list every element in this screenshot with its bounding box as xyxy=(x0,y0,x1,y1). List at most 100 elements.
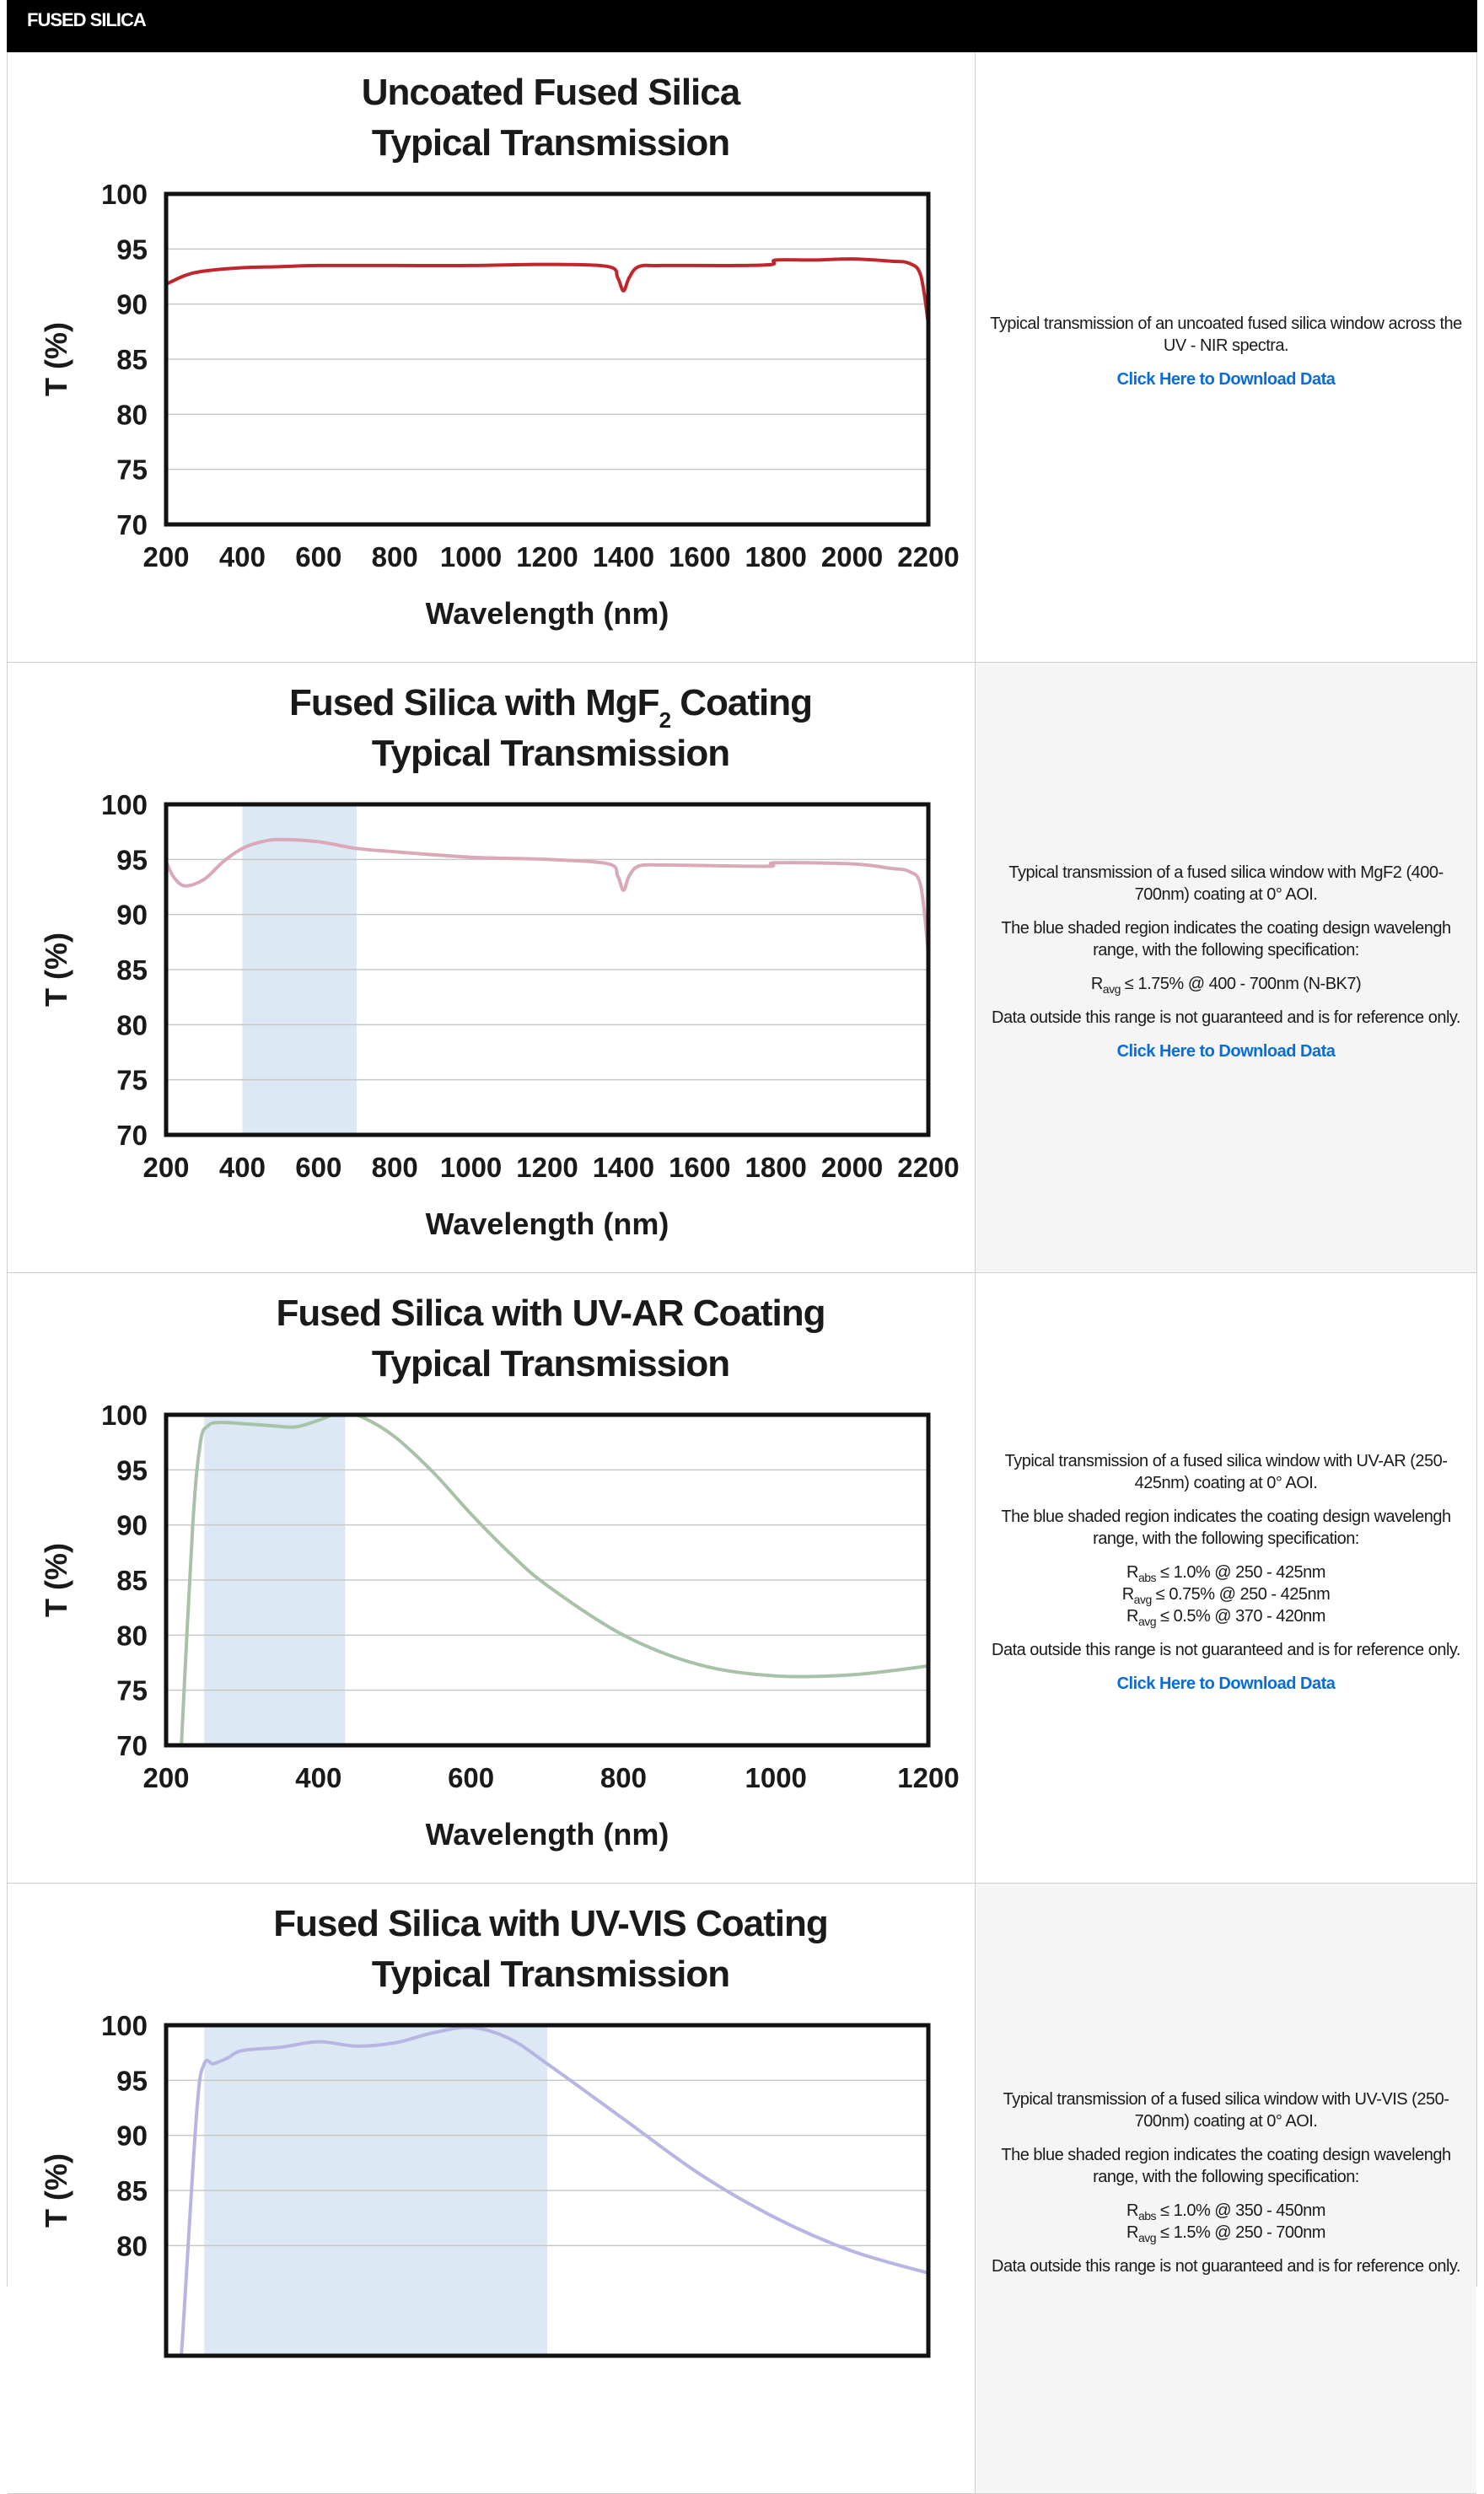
y-tick-label: 70 xyxy=(116,1730,148,1761)
x-tick-label: 1800 xyxy=(745,541,806,572)
x-tick-label: 600 xyxy=(448,1762,494,1793)
description-cell: Typical transmission of an uncoated fuse… xyxy=(976,52,1476,662)
y-tick-label: 70 xyxy=(116,509,148,540)
x-tick-label: 800 xyxy=(372,541,418,572)
transmission-chart-uncoated: Uncoated Fused Silica Typical Transmissio… xyxy=(39,72,960,631)
spec-line: Ravg ≤ 1.5% @ 250 - 700nm xyxy=(1126,2222,1325,2244)
download-data-link[interactable]: Click Here to Download Data xyxy=(1116,1041,1336,1061)
y-tick-label: 100 xyxy=(101,1400,148,1431)
x-tick-label: 1800 xyxy=(745,1152,806,1183)
page: FUSED SILICA Uncoated Fused Silica Typica… xyxy=(7,0,1477,2494)
y-tick-label: 80 xyxy=(116,1620,148,1651)
spec-symbol: R xyxy=(1126,2201,1138,2220)
x-tick-label: 2200 xyxy=(897,541,959,572)
chart-title-text: Fused Silica with MgF xyxy=(289,682,659,723)
y-tick-label: 95 xyxy=(116,1454,148,1486)
x-tick-label: 1200 xyxy=(516,1152,578,1183)
x-axis-label: Wavelength (nm) xyxy=(426,1817,669,1852)
spec-subscript: avg xyxy=(1137,1614,1157,1628)
table-row: Fused Silica with UV-AR Coating Typical T… xyxy=(8,1273,1476,1884)
spec-symbol: R xyxy=(1126,1562,1138,1582)
y-tick-label: 85 xyxy=(116,1565,148,1596)
chart-title-text-end: Coating xyxy=(670,682,812,723)
spec-list: Rabs ≤ 1.0% @ 350 - 450nm Ravg ≤ 1.5% @ 2… xyxy=(1126,2200,1325,2244)
spec-line: Ravg ≤ 0.5% @ 370 - 420nm xyxy=(1122,1605,1331,1627)
x-tick-label: 200 xyxy=(142,541,189,572)
chart-subtitle: Typical Transmission xyxy=(372,1343,729,1384)
download-data-link[interactable]: Click Here to Download Data xyxy=(1116,1674,1336,1693)
chart-title-subscript: 2 xyxy=(659,707,671,733)
spec-line: Rabs ≤ 1.0% @ 250 - 425nm xyxy=(1122,1561,1331,1583)
section-title: FUSED SILICA xyxy=(27,9,147,30)
description-text: Typical transmission of a fused silica w… xyxy=(1004,1451,1448,1492)
chart-cell: Uncoated Fused Silica Typical Transmissio… xyxy=(8,52,976,662)
description-cell: Typical transmission of a fused silica w… xyxy=(976,1273,1476,1883)
chart-title: Fused Silica with UV-AR Coating xyxy=(276,1293,825,1334)
chart-cell: Fused Silica with MgF2 Coating Typical Tr… xyxy=(8,663,976,1272)
transmission-line xyxy=(166,257,928,325)
x-tick-label: 1200 xyxy=(897,1762,959,1793)
y-tick-label: 100 xyxy=(101,179,148,210)
x-tick-label: 400 xyxy=(295,1762,341,1793)
x-tick-label: 600 xyxy=(295,541,341,572)
download-link-wrap: Click Here to Download Data xyxy=(1117,1673,1336,1695)
y-tick-label: 80 xyxy=(116,1009,148,1040)
spec-subscript: abs xyxy=(1137,1570,1157,1584)
y-axis-label: T (%) xyxy=(39,2153,73,2228)
download-link-wrap: Click Here to Download Data xyxy=(1117,1040,1336,1062)
y-axis-label: T (%) xyxy=(39,1543,73,1617)
chart-title: Uncoated Fused Silica xyxy=(362,72,741,113)
spec-value: ≤ 1.0% @ 350 - 450nm xyxy=(1156,2201,1325,2220)
y-tick-label: 80 xyxy=(116,399,148,430)
x-tick-label: 1000 xyxy=(440,1152,502,1183)
y-tick-label: 85 xyxy=(116,2175,148,2206)
y-axis-label: T (%) xyxy=(39,322,73,396)
spec-value: ≤ 1.0% @ 250 - 425nm xyxy=(1156,1562,1325,1582)
description-text: Typical transmission of a fused silica w… xyxy=(1003,2089,1449,2131)
x-tick-label: 600 xyxy=(295,1152,341,1183)
spec-subscript: abs xyxy=(1137,2208,1157,2223)
chart-cell: Fused Silica with UV-VIS Coating Typical … xyxy=(8,1884,976,2493)
reference-note: Data outside this range is not guarantee… xyxy=(992,1640,1461,1659)
table-row: Fused Silica with UV-VIS Coating Typical … xyxy=(8,1884,1476,2494)
y-tick-label: 90 xyxy=(116,289,148,320)
plot-frame xyxy=(164,191,931,527)
reference-note: Data outside this range is not guarantee… xyxy=(992,2256,1461,2276)
spec-line: Rabs ≤ 1.0% @ 350 - 450nm xyxy=(1126,2200,1325,2222)
transmission-table: Uncoated Fused Silica Typical Transmissio… xyxy=(7,52,1477,2494)
y-tick-label: 70 xyxy=(116,1120,148,1151)
y-tick-label: 95 xyxy=(116,844,148,875)
download-data-link[interactable]: Click Here to Download Data xyxy=(1116,369,1336,389)
y-tick-label: 100 xyxy=(101,789,148,820)
description-text: The blue shaded region indicates the coa… xyxy=(1001,1507,1451,1548)
x-tick-label: 200 xyxy=(142,1762,189,1793)
y-tick-label: 95 xyxy=(116,234,148,265)
y-tick-label: 90 xyxy=(116,900,148,931)
y-axis-label: T (%) xyxy=(39,933,73,1007)
spec-list: Ravg ≤ 1.75% @ 400 - 700nm (N-BK7) xyxy=(1091,973,1362,995)
x-tick-label: 1400 xyxy=(593,1152,654,1183)
x-tick-label: 800 xyxy=(372,1152,418,1183)
spec-value: ≤ 1.5% @ 250 - 700nm xyxy=(1156,2223,1325,2242)
x-tick-label: 400 xyxy=(219,1152,266,1183)
spec-symbol: R xyxy=(1121,1584,1134,1604)
transmission-line xyxy=(180,2025,928,2356)
x-tick-label: 400 xyxy=(219,541,266,572)
chart-title-text: Fused Silica with UV-VIS Coating xyxy=(273,1903,827,1944)
description-text: The blue shaded region indicates the coa… xyxy=(1001,2145,1451,2186)
x-axis-label: Wavelength (nm) xyxy=(426,1207,669,1241)
y-tick-label: 80 xyxy=(116,2230,148,2261)
y-tick-label: 75 xyxy=(116,1675,148,1707)
spec-value: ≤ 1.75% @ 400 - 700nm (N-BK7) xyxy=(1120,974,1362,993)
x-tick-label: 1600 xyxy=(669,1152,730,1183)
description-text: Typical transmission of an uncoated fuse… xyxy=(990,314,1462,355)
x-tick-label: 200 xyxy=(142,1152,189,1183)
y-tick-label: 75 xyxy=(116,1065,148,1096)
transmission-chart-uv-vis: Fused Silica with UV-VIS Coating Typical … xyxy=(39,1903,931,2358)
y-tick-label: 85 xyxy=(116,954,148,986)
chart-subtitle: Typical Transmission xyxy=(372,1954,729,1995)
spec-line: Ravg ≤ 1.75% @ 400 - 700nm (N-BK7) xyxy=(1091,973,1362,995)
spec-symbol: R xyxy=(1126,2223,1138,2242)
plot-frame xyxy=(164,802,931,1137)
